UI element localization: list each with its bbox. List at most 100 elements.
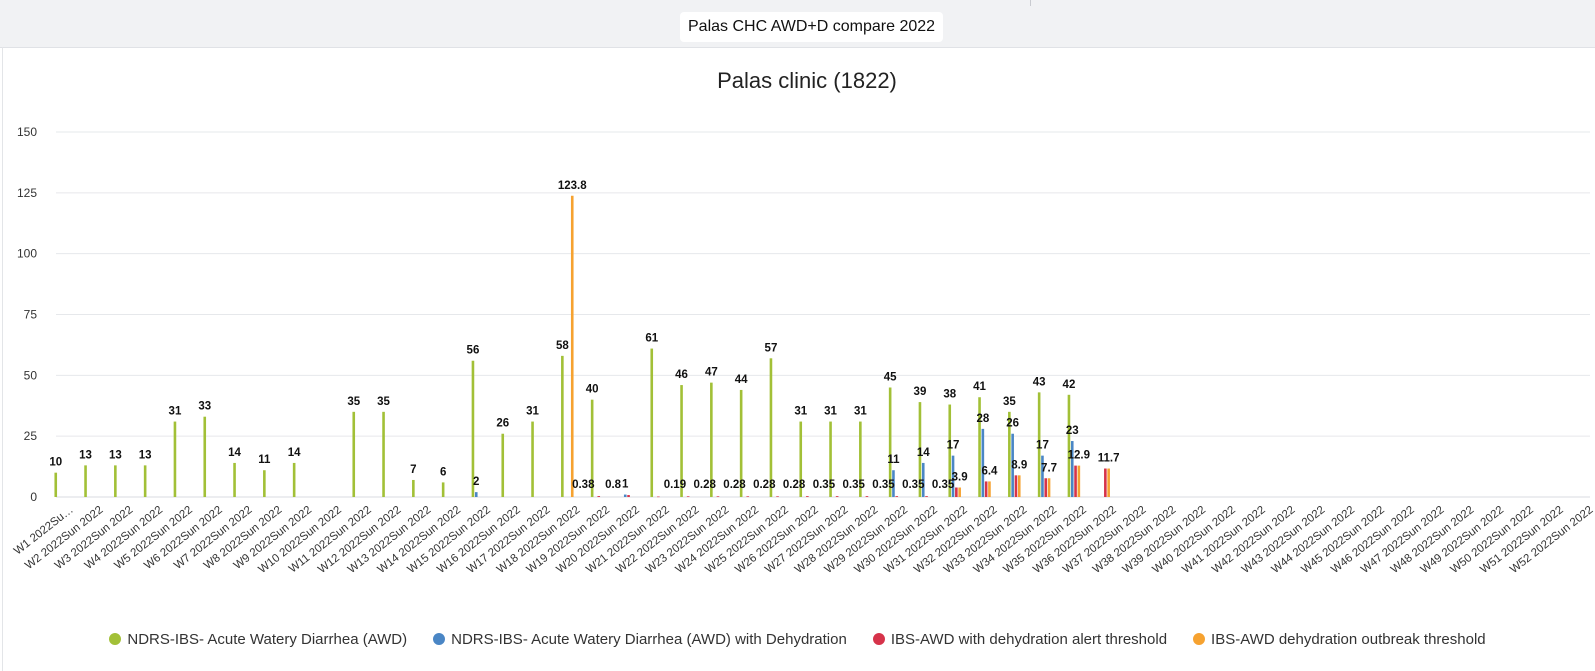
bar[interactable]: [114, 465, 117, 497]
bar[interactable]: [597, 496, 601, 497]
bar[interactable]: [951, 455, 955, 497]
bar[interactable]: [292, 462, 296, 497]
bar[interactable]: [203, 416, 207, 497]
bar[interactable]: [590, 399, 594, 497]
bar[interactable]: [143, 465, 147, 497]
data-label: 26: [496, 418, 509, 430]
bar[interactable]: [1008, 411, 1011, 497]
bar[interactable]: [84, 465, 87, 497]
bar[interactable]: [1070, 441, 1074, 497]
bar[interactable]: [657, 496, 660, 498]
bar[interactable]: [1011, 433, 1014, 497]
bar[interactable]: [888, 387, 892, 498]
bar[interactable]: [981, 428, 985, 497]
bar[interactable]: [1017, 475, 1021, 497]
data-label: 26: [1006, 418, 1019, 430]
panel-border: [2, 47, 3, 671]
bar[interactable]: [799, 421, 803, 497]
bar[interactable]: [1041, 455, 1044, 497]
data-label: 2: [473, 476, 479, 488]
bar[interactable]: [173, 421, 177, 497]
legend-item[interactable]: IBS-AWD with dehydration alert threshold: [872, 628, 1168, 650]
bar[interactable]: [921, 462, 925, 497]
data-labels: 10 13 13 13 31 33 14 11 14 35 35 7 6 56 2 26 31 58 123.8 40…: [49, 180, 1119, 491]
bar[interactable]: [1044, 478, 1048, 497]
data-label: 46: [675, 369, 688, 381]
bar[interactable]: [958, 487, 961, 497]
bar[interactable]: [561, 355, 564, 497]
bar[interactable]: [474, 492, 478, 497]
bar[interactable]: [918, 402, 922, 497]
data-label: 0.35: [932, 479, 955, 491]
bar[interactable]: [233, 462, 236, 497]
bar[interactable]: [835, 496, 839, 497]
bar[interactable]: [859, 421, 862, 497]
bar[interactable]: [955, 487, 958, 497]
bar[interactable]: [1047, 478, 1051, 497]
bar[interactable]: [984, 481, 988, 497]
y-tick-label: 50: [24, 368, 38, 382]
legend-dot-icon: [1193, 633, 1206, 645]
bar[interactable]: [769, 358, 773, 497]
bar[interactable]: [412, 479, 415, 497]
bar[interactable]: [865, 496, 869, 497]
y-tick-label: 0: [30, 490, 37, 504]
data-label: 12.9: [1068, 450, 1090, 462]
bar[interactable]: [501, 433, 505, 497]
data-label: 0.35: [813, 479, 836, 491]
bar[interactable]: [54, 472, 58, 497]
legend-item[interactable]: NDRS-IBS- Acute Watery Diarrhea (AWD) wi…: [433, 628, 847, 650]
bar[interactable]: [471, 360, 475, 497]
bar[interactable]: [1104, 468, 1107, 497]
data-label: 0.35: [902, 479, 925, 491]
data-label: 0.28: [694, 479, 717, 491]
legend-label: IBS-AWD dehydration outbreak threshold: [1211, 630, 1486, 648]
bar[interactable]: [716, 496, 720, 497]
data-label: 11.7: [1098, 453, 1120, 465]
bar[interactable]: [263, 470, 266, 497]
bar[interactable]: [1107, 468, 1110, 497]
legend-label: IBS-AWD with dehydration alert threshold: [890, 630, 1168, 648]
data-label: 43: [1033, 376, 1046, 388]
bar[interactable]: [1014, 475, 1018, 497]
bar[interactable]: [680, 385, 683, 497]
bar[interactable]: [1074, 465, 1077, 497]
bar[interactable]: [382, 411, 385, 497]
bar[interactable]: [441, 482, 445, 497]
bar[interactable]: [776, 496, 779, 497]
bar[interactable]: [1037, 392, 1041, 497]
legend-dot-icon: [872, 633, 885, 645]
header-divider: [1030, 0, 1031, 6]
bar[interactable]: [1067, 394, 1071, 497]
bar[interactable]: [892, 470, 895, 497]
bar[interactable]: [948, 404, 952, 497]
bar[interactable]: [531, 421, 534, 497]
legend-item[interactable]: NDRS-IBS- Acute Watery Diarrhea (AWD): [109, 628, 407, 650]
bar[interactable]: [925, 496, 928, 497]
data-label: 14: [917, 447, 930, 459]
data-label: 123.8: [558, 180, 587, 192]
legend-item[interactable]: IBS-AWD dehydration outbreak threshold: [1193, 628, 1486, 650]
bar[interactable]: [829, 421, 832, 497]
bar[interactable]: [627, 495, 630, 497]
bar[interactable]: [806, 496, 809, 497]
data-label: 1: [622, 479, 629, 491]
y-tick-label: 100: [17, 247, 37, 261]
data-label: 13: [139, 449, 152, 461]
bar[interactable]: [978, 397, 981, 497]
bar[interactable]: [746, 496, 750, 497]
bar[interactable]: [1077, 465, 1081, 497]
data-label: 10: [49, 457, 62, 469]
bar[interactable]: [739, 389, 743, 497]
bar[interactable]: [988, 481, 991, 497]
bar[interactable]: [623, 494, 627, 497]
data-label: 0.19: [664, 479, 686, 491]
bar[interactable]: [895, 496, 899, 497]
bar[interactable]: [352, 411, 356, 497]
bar[interactable]: [710, 382, 713, 497]
bar[interactable]: [686, 496, 690, 497]
bar[interactable]: [650, 348, 654, 497]
bar[interactable]: [570, 195, 574, 497]
data-label: 39: [914, 386, 927, 398]
